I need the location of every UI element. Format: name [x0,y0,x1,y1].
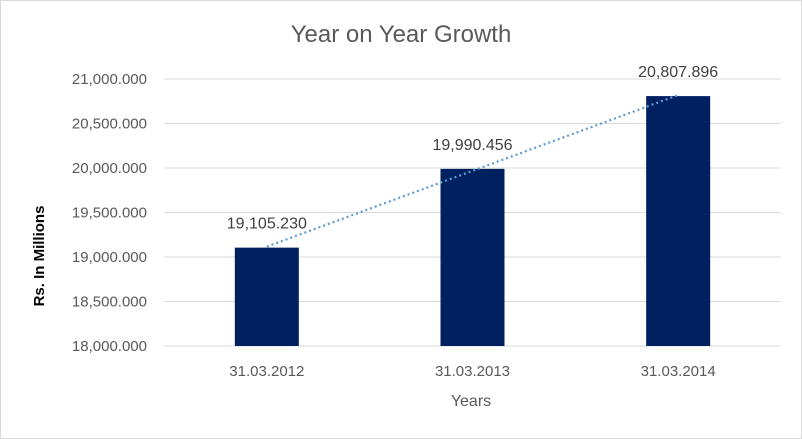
bar [440,168,505,346]
x-axis-label: Years [450,393,492,410]
y-tick-label: 20,500.000 [72,116,147,133]
bar [646,96,711,346]
y-tick-label: 19,500.000 [72,205,147,222]
y-tick-label: 18,000.000 [72,338,147,355]
bar [234,247,299,346]
data-label: 19,990.456 [432,137,512,154]
chart-title: Year on Year Growth [290,21,512,48]
x-tick-label: 31.03.2012 [229,363,304,380]
data-label: 20,807.896 [638,64,718,81]
y-tick-label: 19,000.000 [72,249,147,266]
trendline [266,94,679,248]
x-tick-label: 31.03.2013 [435,363,510,380]
data-label: 19,105.230 [227,216,307,233]
y-tick-label: 20,000.000 [72,160,147,177]
y-tick-label: 18,500.000 [72,294,147,311]
x-tick-label: 31.03.2014 [641,363,716,380]
y-tick-label: 21,000.000 [72,71,147,88]
